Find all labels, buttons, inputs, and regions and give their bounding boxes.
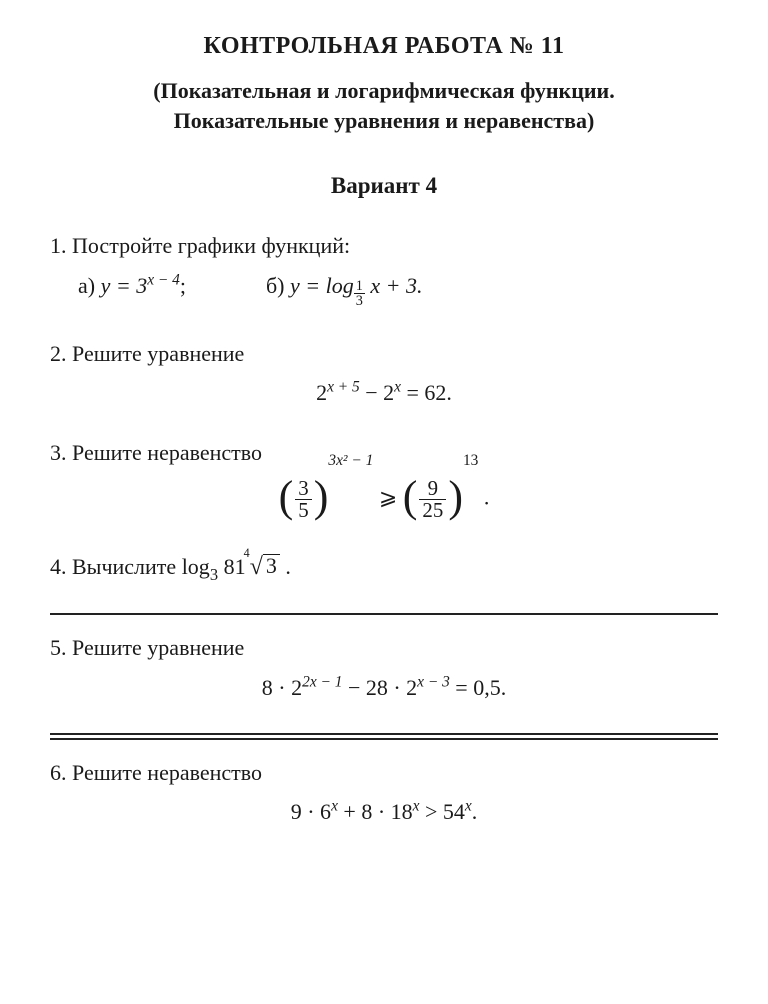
p3-le-text: 3x² − 1 [328, 452, 373, 469]
p6-e1: x [331, 798, 338, 815]
p6-t1: 9 · 6 [291, 799, 331, 824]
p2-base1: 2 [316, 380, 327, 405]
divider-single [50, 613, 718, 615]
rparen-icon: ) [314, 477, 329, 517]
p4-radicand: 3 [263, 554, 280, 577]
divider-double-bottom [50, 738, 718, 740]
problem-5-prompt: 5. Решите уравнение [50, 633, 718, 663]
problem-6-prompt: 6. Решите неравенство [50, 758, 718, 788]
p1a-base: y = 3 [101, 273, 148, 298]
p3-rn: 9 [419, 478, 446, 500]
p3-left-frac: 35 [293, 478, 313, 521]
divider-double-top [50, 733, 718, 735]
p6-e3: x [465, 798, 472, 815]
rparen2-icon: ) [448, 477, 463, 517]
p3-tail: . [484, 484, 490, 509]
problem-1a-expr: y = 3x − 4; [101, 273, 186, 298]
problem-4-prompt: 4. Вычислите log [50, 554, 210, 579]
p5-c2: − 28 · 2 [342, 675, 417, 700]
p2-rhs: = 62. [401, 380, 452, 405]
p3-right-frac: 925 [417, 478, 448, 521]
variant-label: Вариант 4 [50, 170, 718, 201]
p1b-base-num: 1 [354, 279, 365, 294]
page-subtitle: (Показательная и логарифмическая функции… [50, 76, 718, 135]
p2-exp1: x + 5 [327, 379, 360, 396]
p1b-base-den: 3 [354, 294, 365, 308]
problem-5: 5. Решите уравнение 8 · 22x − 1 − 28 · 2… [50, 633, 718, 702]
p5-rhs: = 0,5. [450, 675, 506, 700]
p6-t2: + 8 · 18 [338, 799, 413, 824]
p4-tail: . [280, 554, 291, 579]
problem-1b-expr: y = log13 x + 3. [290, 273, 423, 298]
p5-c1: 8 · 2 [262, 675, 302, 700]
p3-rd: 25 [419, 500, 446, 521]
lparen-icon: ( [279, 477, 294, 517]
p3-right-exp: 13 [463, 452, 478, 469]
p5-e1: 2x − 1 [302, 674, 342, 691]
page-title: КОНТРОЛЬНАЯ РАБОТА № 11 [50, 30, 718, 62]
problem-3: 3. Решите неравенство (35)3x² − 1 ⩾ (925… [50, 438, 718, 521]
problem-4: 4. Вычислите log3 814√3 . [50, 551, 718, 584]
lparen2-icon: ( [403, 477, 418, 517]
geq-icon: ⩾ [379, 484, 397, 509]
problem-1a: а) y = 3x − 4; [78, 271, 186, 301]
p1a-exp: x − 4 [147, 271, 180, 288]
p4-log-base: 3 [210, 564, 218, 583]
problem-1b: б) y = log13 x + 3. [266, 271, 423, 309]
p2-exp2: x [394, 379, 401, 396]
p1b-prefix: y = log [290, 273, 354, 298]
problem-6: 6. Решите неравенство 9 · 6x + 8 · 18x >… [50, 758, 718, 827]
p3-ln: 3 [295, 478, 311, 500]
subtitle-line-2: Показательные уравнения и неравенства) [174, 108, 595, 133]
p1b-log-base: 13 [354, 279, 365, 309]
problem-2-equation: 2x + 5 − 2x = 62. [50, 378, 718, 408]
p1b-mid: x + 3. [365, 273, 423, 298]
p4-radical: 4√3 [246, 551, 280, 584]
p2-minus: − 2 [360, 380, 394, 405]
problem-5-equation: 8 · 22x − 1 − 28 · 2x − 3 = 0,5. [50, 673, 718, 703]
p5-e2: x − 3 [417, 674, 450, 691]
p6-t3: > 54 [419, 799, 464, 824]
problem-6-inequality: 9 · 6x + 8 · 18x > 54x. [50, 797, 718, 827]
problem-1-prompt: 1. Постройте графики функций: [50, 231, 718, 261]
problem-1: 1. Постройте графики функций: а) y = 3x … [50, 231, 718, 309]
p1a-suffix: ; [180, 273, 186, 298]
p4-coeff: 81 [224, 554, 246, 579]
problem-3-prompt: 3. Решите неравенство [50, 438, 718, 468]
p3-left-exp: 3x² − 1 [328, 452, 373, 469]
problem-1a-label: а) [78, 273, 95, 298]
problem-3-inequality: (35)3x² − 1 ⩾ (925)13 . [50, 478, 718, 521]
p6-tail: . [472, 799, 478, 824]
p4-root-index: 4 [244, 545, 250, 561]
radical-icon: √ [250, 553, 263, 580]
problem-1b-label: б) [266, 273, 285, 298]
p3-ld: 5 [295, 500, 311, 521]
subtitle-line-1: (Показательная и логарифмическая функции… [153, 78, 614, 103]
problem-2: 2. Решите уравнение 2x + 5 − 2x = 62. [50, 339, 718, 408]
problem-2-prompt: 2. Решите уравнение [50, 339, 718, 369]
